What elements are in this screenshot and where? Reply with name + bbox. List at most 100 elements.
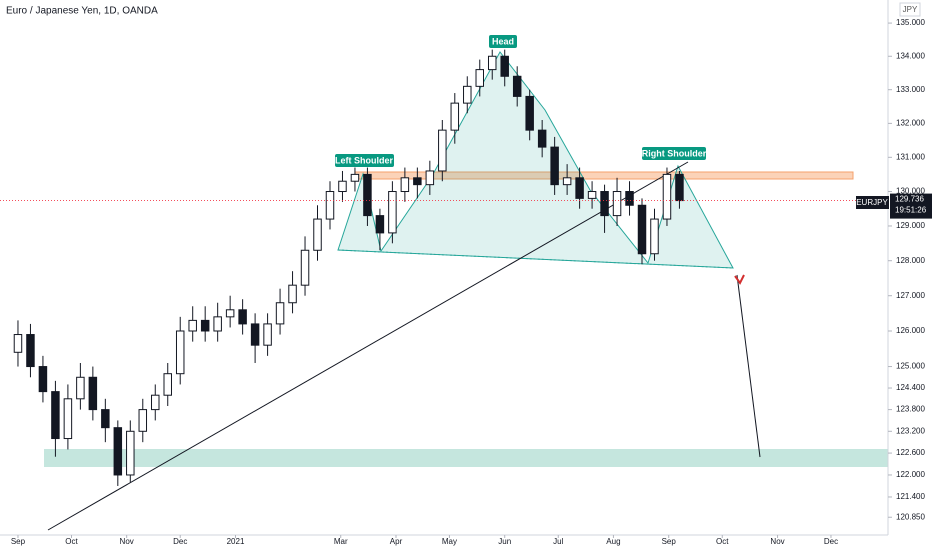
candle-body [675,173,684,202]
candle-body [13,334,23,353]
candle-body [213,316,222,332]
candle-body [113,427,123,476]
y-tick-label: 125.000 [896,362,925,371]
candle-body [375,215,385,234]
y-tick-label: 124.400 [896,383,925,392]
last-price-label: 129.736 [895,195,924,204]
annotation: Left Shoulder [335,155,393,165]
chart-title: Euro / Japanese Yen, 1D, OANDA [6,6,158,17]
y-tick-label: 129.000 [896,221,925,230]
annotation-badge [489,35,517,48]
candle-body [188,319,197,332]
candle-body [425,170,435,186]
x-tick-label: Dec [173,537,187,546]
candle-body [163,373,172,396]
y-tick-label: 133.000 [896,85,925,94]
axes: 135.000 134.000 133.000 132.000 131.000 130.0… [11,18,932,546]
candle-body [76,376,85,400]
candle-body [288,284,297,304]
support-zone [44,449,888,467]
x-tick-label: Nov [120,537,134,546]
candle-body [350,173,360,182]
candle-body [662,173,672,220]
candle-body [101,409,110,429]
projection-line [736,274,761,458]
x-tick-label: Oct [716,537,729,546]
candle-body [525,95,534,131]
candle-body [200,319,210,332]
candle-body [625,191,634,206]
candle-body [600,191,609,217]
candle-body [487,55,497,71]
trend-line [47,161,689,531]
candle-body [612,191,622,217]
candle-body [238,309,247,325]
candle-body [650,218,659,255]
candle-body [388,191,397,234]
candle-body [400,177,410,193]
head-shoulders-pattern [337,51,734,269]
candle-body [138,409,148,432]
candle-body [562,177,572,186]
x-tick-label: Jul [553,537,563,546]
candles [0,49,888,486]
currency-box [899,2,921,17]
candle-body [300,249,310,286]
candle-body [175,330,185,375]
candle-body [151,394,160,411]
candle-body [537,129,547,148]
annotation: Head [492,36,514,46]
neckline [337,249,734,269]
candle-body [463,85,472,104]
x-tick-label: May [442,537,457,546]
y-tick-label: 135.000 [896,18,925,27]
candle-body [51,391,60,440]
candle-body [413,177,422,186]
y-tick-label: 126.000 [896,326,925,335]
y-tick-label: 123.200 [896,426,925,435]
y-tick-label: 134.000 [896,51,925,60]
x-tick-label: Dec [824,537,838,546]
y-tick-label: 122.000 [896,470,925,479]
candle-body [263,323,272,346]
symbol-box [856,196,889,209]
candle-body [26,334,35,368]
y-tick-label: 131.000 [896,152,925,161]
y-tick-label: 132.000 [896,118,925,127]
annotation: Right Shoulder [642,148,707,158]
y-tick-label: 122.600 [896,448,925,457]
x-tick-label: Aug [606,537,620,546]
candle-body [313,218,322,251]
countdown-label: 19:51:26 [895,206,927,215]
candle-body [550,146,559,186]
candle-body [363,173,372,217]
candle-body [438,129,447,172]
y-tick-label: 130.000 [896,187,925,196]
candle-body [325,191,335,220]
annotation-badge [335,154,394,167]
x-tick-label: Apr [390,537,403,546]
x-tick-label: Sep [11,537,26,546]
candle-body [637,204,647,255]
currency: JPY [903,5,918,14]
x-tick-label: Mar [334,537,348,546]
candle-body [275,302,285,325]
y-tick-label: 123.800 [896,405,925,414]
down-arrow [734,274,745,285]
y-tick-label: 127.000 [896,291,925,300]
x-tick-label: Jun [498,537,511,546]
x-tick-label: Sep [662,537,677,546]
candle-body [250,323,260,346]
y-tick-label: 120.850 [896,512,925,521]
candle-body [63,398,73,440]
x-tick-label: Oct [65,537,78,546]
candle-body [512,75,522,97]
candle-body [500,55,509,77]
symbol: EURJPY [856,198,888,207]
candle-body [88,376,98,411]
candle-body [126,430,135,476]
candle-body [338,180,347,193]
candle-body [225,309,235,318]
